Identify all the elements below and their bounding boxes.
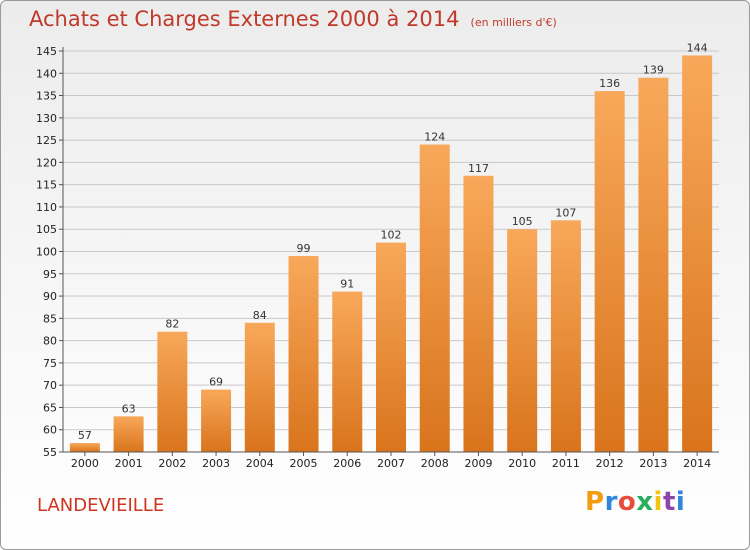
y-tick-label: 65 — [43, 401, 57, 414]
logo-letter: x — [636, 487, 654, 517]
x-tick-label: 2014 — [683, 457, 711, 470]
bars: 57 63 82 69 84 99 91 102 124 117 105 107 136 139 144 — [69, 41, 713, 453]
y-tick-label: 60 — [43, 424, 57, 437]
bar-value-label: 117 — [468, 162, 489, 175]
y-tick-label: 130 — [36, 112, 57, 125]
bar-value-label: 82 — [165, 318, 179, 331]
logo-letter: t — [662, 487, 676, 517]
bar — [594, 91, 625, 452]
y-tick-label: 100 — [36, 246, 57, 259]
logo-letter: o — [617, 487, 637, 517]
bar-value-label: 136 — [599, 77, 620, 90]
y-tick-label: 75 — [43, 357, 57, 370]
bar — [201, 389, 232, 452]
bar-value-label: 105 — [512, 215, 533, 228]
bar — [463, 175, 494, 452]
proxiti-logo: Proxiti — [585, 487, 685, 517]
x-tick-label: 2003 — [202, 457, 230, 470]
bar — [113, 416, 144, 452]
logo-letter: P — [585, 487, 605, 517]
y-axis: 55 60 65 70 75 80 85 90 95 100 105 110 115 120 125 130 1… — [36, 45, 64, 459]
y-tick-label: 95 — [43, 268, 57, 281]
y-tick-label: 125 — [36, 134, 57, 147]
x-tick-label: 2005 — [290, 457, 318, 470]
bar-value-label: 69 — [209, 376, 223, 389]
y-tick-label: 140 — [36, 67, 57, 80]
bar — [288, 255, 319, 452]
chart-title: Achats et Charges Externes 2000 à 2014 (… — [29, 7, 557, 31]
x-tick-label: 2004 — [246, 457, 274, 470]
bar-value-label: 144 — [687, 41, 708, 54]
y-tick-label: 90 — [43, 290, 57, 303]
bar — [157, 331, 188, 452]
x-tick-label: 2008 — [421, 457, 449, 470]
bar — [419, 144, 450, 453]
x-tick-label: 2009 — [464, 457, 492, 470]
bar-value-label: 84 — [253, 309, 267, 322]
x-tick-label: 2010 — [508, 457, 536, 470]
x-tick-label: 2011 — [552, 457, 580, 470]
x-tick-label: 2012 — [596, 457, 624, 470]
bar — [550, 220, 581, 452]
bar-value-label: 57 — [78, 429, 92, 442]
bar-value-label: 107 — [555, 206, 576, 219]
y-tick-label: 80 — [43, 335, 57, 348]
x-tick-label: 2002 — [158, 457, 186, 470]
y-tick-label: 145 — [36, 45, 57, 58]
x-axis: 2000 2001 2002 2003 2004 2005 2006 2007 2008 2009… — [63, 451, 719, 470]
bar — [69, 443, 100, 452]
x-tick-label: 2001 — [115, 457, 143, 470]
logo-letter: i — [653, 487, 663, 517]
y-tick-label: 85 — [43, 312, 57, 325]
logo-letter: r — [604, 487, 618, 517]
bar-value-label: 124 — [424, 131, 445, 144]
bar — [244, 322, 275, 452]
bar-value-label: 139 — [643, 64, 664, 77]
bar-value-label: 63 — [122, 402, 136, 415]
chart-title-text: Achats et Charges Externes 2000 à 2014 — [29, 7, 460, 31]
bar — [638, 77, 669, 452]
bar-value-label: 99 — [297, 242, 311, 255]
y-tick-label: 120 — [36, 156, 57, 169]
logo-letter: i — [675, 487, 686, 517]
y-tick-label: 115 — [36, 179, 57, 192]
x-tick-label: 2007 — [377, 457, 405, 470]
bar — [507, 229, 538, 452]
y-tick-label: 105 — [36, 223, 57, 236]
place-name: LANDEVIEILLE — [37, 495, 165, 516]
bar — [332, 291, 363, 452]
x-tick-label: 2013 — [639, 457, 667, 470]
bar-value-label: 91 — [340, 278, 354, 291]
bar-value-label: 102 — [381, 229, 402, 242]
y-tick-label: 135 — [36, 90, 57, 103]
y-tick-label: 70 — [43, 379, 57, 392]
bar — [376, 242, 406, 452]
x-tick-label: 2006 — [333, 457, 361, 470]
y-tick-label: 55 — [43, 446, 57, 459]
bar — [682, 55, 713, 452]
y-tick-label: 110 — [36, 201, 57, 214]
chart-unit-text: (en milliers d'€) — [470, 16, 557, 29]
x-tick-label: 2000 — [71, 457, 99, 470]
